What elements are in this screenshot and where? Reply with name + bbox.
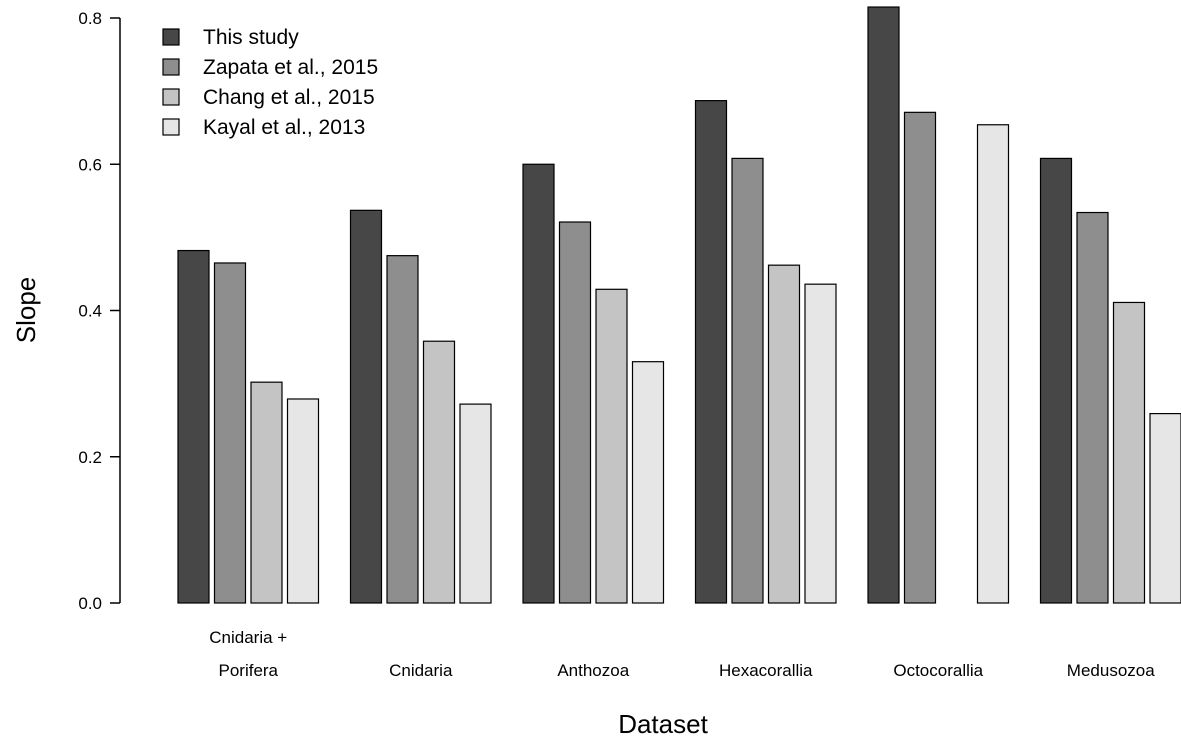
x-tick-label: Medusozoa	[1067, 661, 1155, 680]
x-axis-title: Dataset	[618, 709, 708, 739]
x-tick-label: Porifera	[218, 661, 278, 680]
bars	[177, 6, 1181, 604]
bar	[731, 157, 764, 604]
y-axis: 0.0 0.2 0.4 0.6 0.8	[78, 9, 121, 613]
y-tick-label: 0.6	[78, 155, 102, 174]
x-axis-category-labels: Cnidaria + Porifera Cnidaria Anthozoa Hexaco…	[209, 628, 1155, 680]
bar	[1039, 157, 1073, 604]
bar	[903, 111, 937, 604]
bar	[631, 361, 665, 604]
bar	[459, 403, 492, 604]
bar	[177, 249, 210, 604]
bar	[558, 221, 592, 604]
y-axis-title: Slope	[11, 277, 41, 344]
bar	[386, 255, 419, 604]
bar	[1076, 211, 1109, 604]
legend-swatch	[162, 28, 180, 46]
legend-swatch	[162, 88, 180, 106]
legend-label: Kayal et al., 2013	[203, 116, 365, 139]
x-tick-label: Cnidaria	[389, 661, 453, 680]
bar	[1149, 413, 1181, 604]
y-tick-label: 0.0	[78, 594, 102, 613]
bar	[422, 340, 456, 604]
bar	[522, 163, 555, 604]
legend-label: This study	[203, 26, 299, 49]
legend-label: Zapata et al., 2015	[203, 56, 378, 79]
legend: This study Zapata et al., 2015 Chang et al…	[162, 26, 378, 139]
bar	[867, 6, 900, 604]
bar	[976, 124, 1010, 604]
legend-label: Chang et al., 2015	[203, 86, 375, 109]
x-tick-label: Octocorallia	[893, 661, 983, 680]
bar	[349, 209, 383, 604]
x-tick-label: Anthozoa	[557, 661, 629, 680]
bar	[694, 100, 728, 604]
bar	[1112, 301, 1146, 604]
bar	[804, 283, 837, 604]
x-tick-label: Hexacorallia	[719, 661, 813, 680]
bar	[250, 381, 283, 604]
legend-swatch	[162, 58, 180, 76]
y-tick-label: 0.8	[78, 9, 102, 28]
y-tick-label: 0.4	[78, 302, 102, 321]
x-tick-label: Cnidaria +	[209, 628, 287, 647]
bar	[595, 288, 628, 604]
bar	[286, 398, 320, 604]
bar	[213, 262, 247, 604]
y-tick-label: 0.2	[78, 448, 102, 467]
legend-swatch	[162, 118, 180, 136]
bar	[767, 264, 801, 604]
